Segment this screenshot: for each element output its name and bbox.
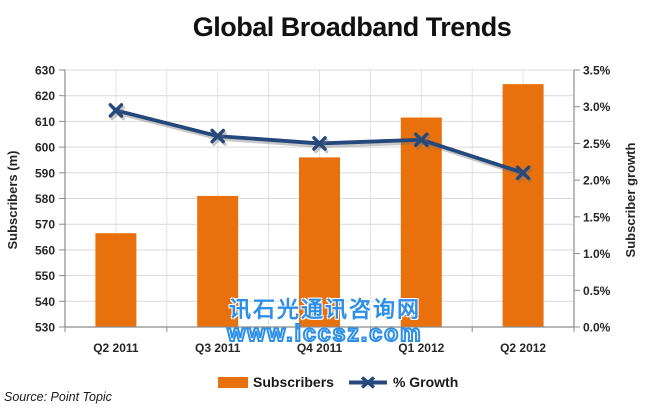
category-label: Q1 2012: [398, 341, 444, 355]
left-tick-label: 610: [35, 115, 55, 129]
legend-item-growth: % Growth: [348, 374, 458, 390]
left-tick-label: 590: [35, 166, 55, 180]
subscribers-bar: [197, 195, 239, 327]
right-tick-label: 3.0%: [583, 100, 611, 114]
left-tick-label: 580: [35, 192, 55, 206]
left-tick-label: 550: [35, 269, 55, 283]
left-tick-label: 530: [35, 321, 55, 335]
subscribers-swatch-icon: [218, 376, 248, 388]
right-tick-label: 0.0%: [583, 321, 611, 335]
right-tick-label: 0.5%: [583, 284, 611, 298]
legend-label-subscribers: Subscribers: [253, 374, 334, 390]
left-tick-label: 560: [35, 243, 55, 257]
legend-item-subscribers: Subscribers: [218, 374, 334, 390]
left-tick-label: 570: [35, 218, 55, 232]
growth-x-marker: [108, 103, 124, 118]
growth-line-marker-icon: [348, 375, 387, 389]
left-tick-label: 600: [35, 141, 55, 155]
growth-x-marker: [312, 136, 327, 151]
subscribers-bar: [299, 157, 340, 327]
chart-title: Global Broadband Trends: [192, 12, 512, 42]
left-tick-label: 620: [35, 89, 55, 103]
subscribers-bar: [502, 84, 544, 327]
left-tick-label: 540: [35, 295, 55, 309]
subscribers-bar: [400, 117, 442, 327]
category-label: Q4 2011: [297, 341, 343, 355]
right-tick-label: 3.5%: [583, 64, 611, 78]
legend-label-growth: % Growth: [392, 374, 459, 390]
right-tick-label: 1.5%: [583, 210, 611, 224]
right-tick-label: 2.0%: [583, 174, 611, 188]
category-label: Q2 2012: [500, 341, 546, 355]
growth-x-marker: [414, 132, 429, 148]
left-tick-label: 630: [35, 64, 55, 78]
growth-x-marker: [515, 165, 531, 181]
right-tick-label: 2.5%: [583, 137, 611, 151]
subscribers-bar: [95, 233, 137, 327]
source-note: Source: Point Topic: [4, 390, 112, 404]
legend: Subscribers % Growth: [218, 374, 458, 390]
category-label: Q2 2011: [93, 341, 139, 355]
category-label: Q3 2011: [195, 341, 241, 355]
right-tick-label: 1.0%: [583, 247, 611, 261]
growth-x-marker: [210, 128, 226, 144]
